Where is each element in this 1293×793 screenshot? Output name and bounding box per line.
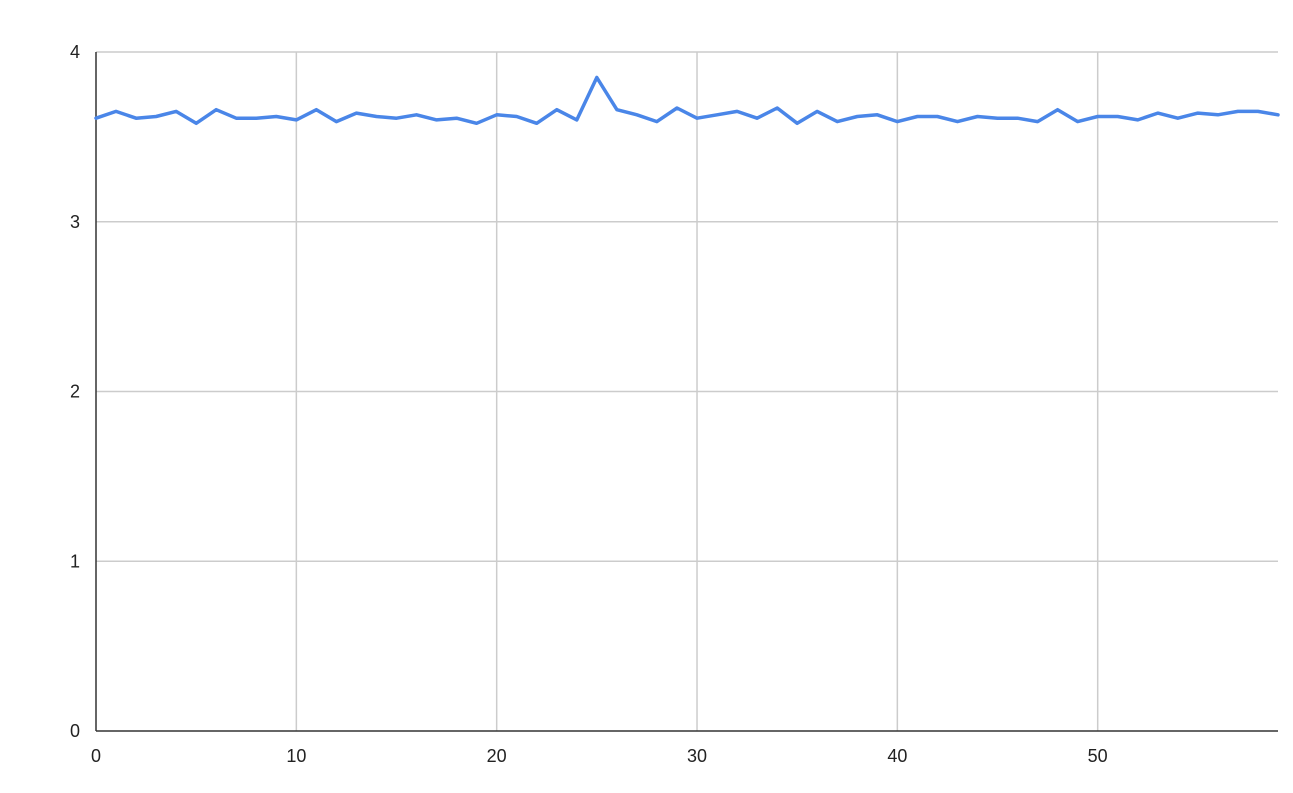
y-tick-label: 0	[70, 721, 80, 741]
horizontal-gridlines	[96, 51, 1278, 562]
series-layer	[94, 75, 1280, 126]
x-tick-label: 0	[91, 746, 101, 766]
y-tick-labels: 0 1 2 3 4	[70, 42, 80, 741]
x-tick-label: 10	[286, 746, 306, 766]
y-tick-label: 2	[70, 382, 80, 402]
series-line	[94, 75, 1280, 126]
y-tick-label: 1	[70, 551, 80, 571]
x-tick-label: 50	[1088, 746, 1108, 766]
x-tick-labels: 0 10 20 30 40 50	[91, 746, 1108, 766]
y-tick-label: 3	[70, 212, 80, 232]
x-tick-label: 40	[887, 746, 907, 766]
y-tick-label: 4	[70, 42, 80, 62]
x-tick-label: 30	[687, 746, 707, 766]
x-tick-label: 20	[487, 746, 507, 766]
axes	[95, 52, 1278, 732]
